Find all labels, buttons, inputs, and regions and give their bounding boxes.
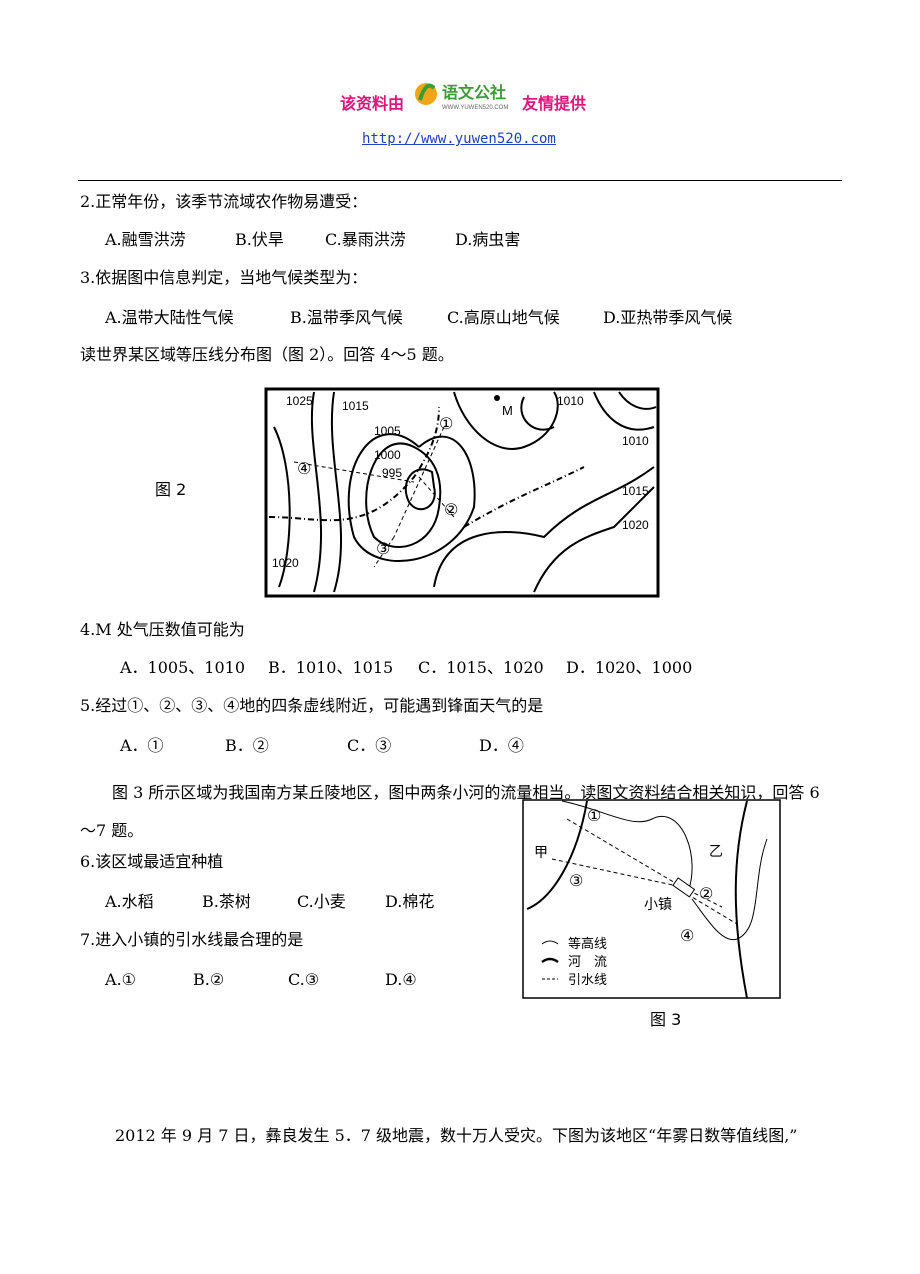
figure-label: ① <box>587 808 601 825</box>
question-stem: 3.依据图中信息判定，当地气候类型为： <box>80 268 368 287</box>
figure-label: 1000 <box>374 448 401 462</box>
figure-label: 1010 <box>557 394 584 408</box>
divider <box>78 180 842 181</box>
figure-label: ② <box>699 886 713 903</box>
option: C．1015、1020 <box>418 658 544 677</box>
option: B.伏旱 <box>235 230 284 249</box>
option: D．④ <box>479 736 524 755</box>
option: C.小麦 <box>297 892 346 911</box>
option: B.茶树 <box>202 892 251 911</box>
header-url[interactable]: http://www.yuwen520.com <box>362 131 556 147</box>
option: A.温带大陆性气候 <box>105 308 234 327</box>
option: B.② <box>193 970 225 989</box>
logo: 语文公社 WWW.YUWEN520.COM <box>415 83 508 111</box>
option: B.温带季风气候 <box>290 308 403 327</box>
figure-label: 995 <box>382 466 402 480</box>
logo-cn: 语文公社 <box>442 83 506 102</box>
option: B．② <box>225 736 269 755</box>
figure-label: 小镇 <box>644 896 672 912</box>
figure-label: 等高线 <box>568 936 607 951</box>
figure-label: 乙 <box>709 843 723 859</box>
option: D.亚热带季风气候 <box>603 308 733 327</box>
option: C．③ <box>347 736 392 755</box>
option: D.棉花 <box>385 892 435 911</box>
option: A．1005、1010 <box>120 658 245 677</box>
figure-label: 河 流 <box>568 954 607 969</box>
figure-label: 1025 <box>286 394 313 408</box>
figure-label: 引水线 <box>568 972 607 987</box>
logo-en: WWW.YUWEN520.COM <box>442 105 508 111</box>
figure-label: ③ <box>569 873 583 890</box>
figure-label: 1015 <box>622 484 649 498</box>
question-stem: 6.该区域最适宜种植 <box>80 852 224 871</box>
figure-label: ④ <box>297 461 311 478</box>
option: A.水稻 <box>105 892 154 911</box>
option: C.③ <box>288 970 320 989</box>
figure-caption: 图 3 <box>650 1010 682 1029</box>
figure-caption: 图 2 <box>155 480 187 499</box>
option: D．1020、1000 <box>566 658 693 677</box>
question-stem: 5.经过①、②、③、④地的四条虚线附近，可能遇到锋面天气的是 <box>80 696 544 715</box>
header-suffix: 友情提供 <box>522 94 587 113</box>
section-intro: 读世界某区域等压线分布图（图 2）。回答 4～5 题。 <box>80 345 454 364</box>
figure-label: ③ <box>376 541 390 558</box>
option: D.病虫害 <box>455 230 521 249</box>
figure-label: 1015 <box>342 399 369 413</box>
figure-label: 甲 <box>534 844 548 860</box>
option: A．① <box>120 736 164 755</box>
option: B．1010、1015 <box>268 658 394 677</box>
option: C.高原山地气候 <box>447 308 560 327</box>
figure-label: ④ <box>680 928 694 945</box>
figure-label: ② <box>444 502 458 519</box>
figure-label: 1020 <box>272 556 299 570</box>
section-intro: 图 3 所示区域为我国南方某丘陵地区，图中两条小河的流量相当。读图文资料结合相关… <box>80 783 820 840</box>
option: C.暴雨洪涝 <box>325 230 406 249</box>
figure-label: 1020 <box>622 518 649 532</box>
question-stem: 2.正常年份，该季节流域农作物易遭受： <box>80 192 368 211</box>
figure-2: 1025 1015 1005 1000 995 1010 1010 1015 1020 1020 M… <box>264 387 660 598</box>
option: A.融雪洪涝 <box>105 230 186 249</box>
question-stem: 4.M 处气压数值可能为 <box>80 620 245 639</box>
figure-label: 1010 <box>622 434 649 448</box>
closing-text: 2012 年 9 月 7 日，彝良发生 5．7 级地震，数十万人受灾。下图为该地… <box>115 1126 798 1145</box>
option: D.④ <box>385 970 417 989</box>
header-prefix: 该资料由 <box>340 94 405 113</box>
figure-2-labels: 1025 1015 1005 1000 995 1010 1010 1015 1020 1020 M… <box>272 394 649 570</box>
figure-label: 1005 <box>374 424 401 438</box>
figure-label: ① <box>439 416 453 433</box>
figure-label: M <box>502 403 513 418</box>
question-stem: 7.进入小镇的引水线最合理的是 <box>80 930 304 949</box>
option: A.① <box>105 970 136 989</box>
